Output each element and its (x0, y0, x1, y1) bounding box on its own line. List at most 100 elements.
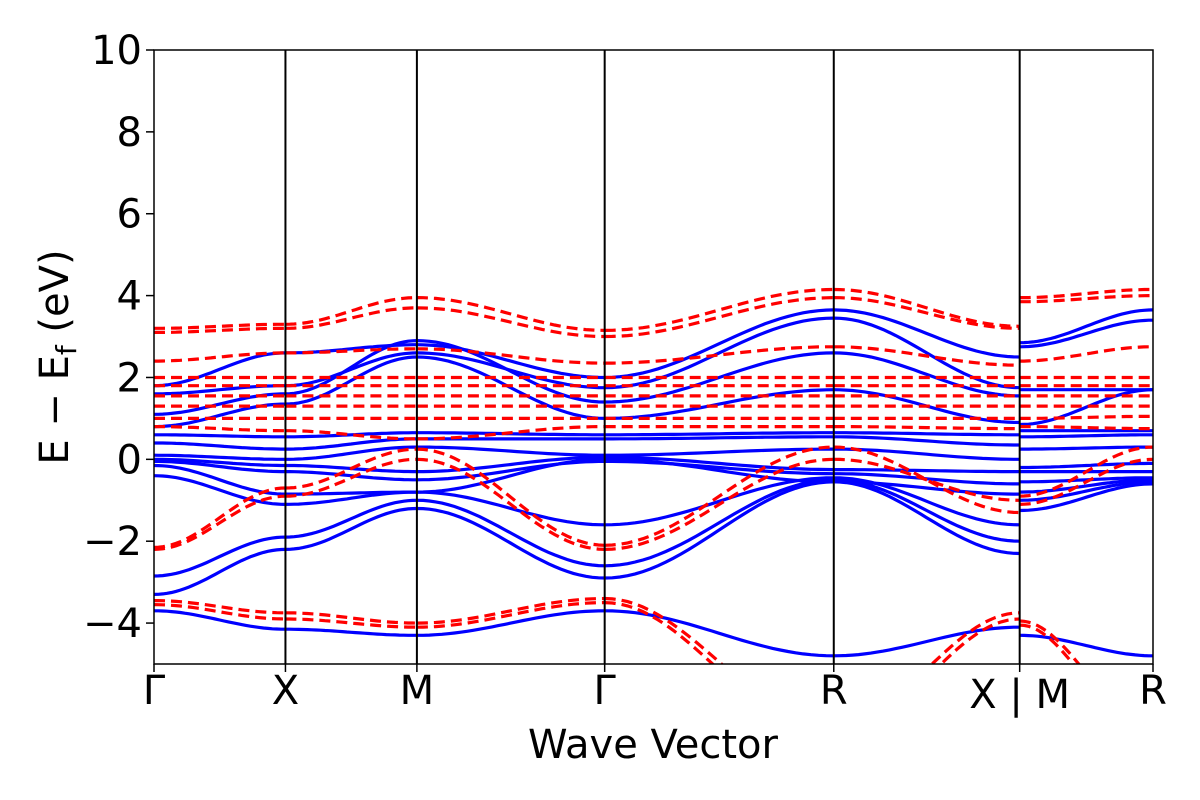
band-spin-up-10-seg3 (604, 388, 834, 420)
band-spin-up-4-seg4 (833, 480, 1020, 496)
band-spin-down-10-seg5 (1019, 345, 1153, 363)
band-spin-down-5-seg5 (1019, 414, 1153, 420)
x-tick-label-0: Γ (143, 668, 166, 714)
band-spin-down-3-seg3 (604, 445, 834, 547)
bands-layer (154, 287, 1153, 664)
band-spin-up-7-seg2 (416, 445, 605, 457)
band-spin-up-3-seg0 (154, 474, 286, 506)
band-spin-up-10-seg5 (1019, 388, 1153, 427)
band-spin-up-10-seg1 (285, 355, 417, 406)
y-tick-label-4: 4 (117, 274, 142, 320)
band-spin-up-2-seg1 (285, 498, 417, 539)
band-spin-up-6-seg2 (416, 455, 605, 474)
band-spin-up-13-seg2 (416, 343, 605, 380)
band-spin-down-1-seg2 (416, 601, 605, 629)
band-spin-up-7-seg3 (604, 447, 834, 457)
band-spin-down-3-seg0 (154, 486, 286, 549)
band-spin-up-1-seg5 (1019, 482, 1153, 513)
band-spin-up-11-seg4 (833, 351, 1020, 398)
band-spin-up-0-seg3 (604, 609, 834, 658)
band-spin-up-1-seg1 (285, 506, 417, 551)
band-spin-down-10-seg3 (604, 345, 834, 365)
band-spin-up-9-seg0 (154, 433, 286, 439)
band-spin-down-3-seg2 (416, 447, 605, 547)
band-spin-up-1-seg3 (604, 480, 834, 580)
band-spin-down-12-seg4 (833, 287, 1020, 328)
band-spin-down-12-seg0 (154, 322, 286, 330)
band-spin-down-10-seg1 (285, 347, 417, 355)
band-spin-down-4-seg5 (1019, 425, 1153, 431)
x-tick-label-4: R (820, 668, 848, 714)
plot-frame (153, 49, 1154, 665)
y-tick-label-3: 2 (117, 355, 142, 401)
band-spin-down-1-seg3 (604, 601, 715, 664)
band-spin-down-2-seg2 (416, 457, 605, 551)
band-spin-down-11-seg3 (604, 296, 834, 339)
y-tick-label-2: 0 (117, 437, 142, 483)
band-spin-up-3-seg2 (416, 490, 605, 527)
band-spin-up-2-seg5 (1019, 480, 1153, 502)
x-axis-ticks: Γ X M Γ R X | M R (143, 664, 1167, 718)
band-spin-up-1-seg4 (833, 480, 1020, 556)
band-spin-up-6-seg3 (604, 455, 834, 472)
x-tick-label-5: X | M (969, 672, 1070, 718)
band-spin-up-9-seg1 (285, 431, 417, 439)
y-tick-label-7: 10 (91, 28, 142, 74)
band-spin-up-12-seg3 (604, 316, 834, 390)
band-spin-down-1-seg1 (285, 617, 417, 629)
band-spin-up-13-seg5 (1019, 308, 1153, 345)
band-spin-down-11-seg2 (416, 306, 605, 339)
band-spin-up-9-seg3 (604, 431, 834, 437)
y-axis-ticks: −4 −2 0 2 4 6 8 10 (83, 28, 154, 647)
y-axis-label: E − Ef (eV) (32, 249, 83, 464)
y-axis-label-main: E − E (32, 355, 78, 465)
band-spin-up-2-seg0 (154, 535, 286, 578)
band-spin-up-7-seg5 (1019, 445, 1153, 451)
band-spin-down-10-seg2 (416, 347, 605, 365)
band-spin-up-0-seg0 (154, 609, 286, 631)
band-spin-up-3-seg4 (833, 476, 1020, 527)
band-spin-up-7-seg4 (833, 447, 1020, 461)
high-symmetry-lines (284, 50, 1021, 664)
band-spin-up-0-seg1 (285, 627, 417, 637)
band-spin-up-8-seg3 (604, 435, 834, 441)
band-spin-down-1-seg0 (154, 603, 286, 621)
band-spin-up-13-seg0 (154, 351, 286, 388)
band-spin-up-2-seg3 (604, 478, 834, 568)
band-spin-up-1-seg2 (416, 506, 605, 580)
band-spin-down-0-seg4 (929, 611, 1020, 664)
band-spin-up-0-seg2 (416, 609, 605, 637)
band-spin-up-13-seg4 (833, 308, 1020, 359)
band-spin-up-6-seg4 (833, 468, 1020, 474)
band-spin-up-11-seg3 (604, 351, 834, 404)
x-tick-label-1: X (272, 668, 299, 714)
band-spin-down-12-seg1 (285, 296, 417, 326)
band-spin-up-4-seg5 (1019, 476, 1153, 484)
band-spin-down-2-seg1 (285, 457, 417, 498)
band-spin-up-2-seg2 (416, 498, 605, 568)
band-spin-up-1-seg0 (154, 547, 286, 596)
band-spin-down-2-seg5 (1019, 457, 1153, 506)
band-spin-up-7-seg1 (285, 445, 417, 461)
y-tick-label-1: −2 (83, 519, 142, 565)
band-spin-up-0-seg5 (1019, 633, 1153, 658)
band-spin-down-0-seg5 (1019, 619, 1081, 664)
band-spin-down-3-seg1 (285, 447, 417, 490)
y-tick-label-0: −4 (83, 601, 142, 647)
y-axis-label-subscript: f (50, 344, 83, 355)
band-spin-down-10-seg4 (833, 345, 1020, 367)
band-spin-up-8-seg0 (154, 441, 286, 451)
band-spin-down-11-seg4 (833, 296, 1020, 330)
band-spin-up-12-seg4 (833, 316, 1020, 390)
band-spin-down-0-seg2 (416, 596, 605, 625)
y-tick-label-5: 6 (117, 192, 142, 238)
band-spin-down-11-seg0 (154, 326, 286, 334)
band-spin-down-11-seg1 (285, 306, 417, 330)
band-spin-up-5-seg2 (416, 459, 605, 482)
band-spin-down-2-seg0 (154, 494, 286, 551)
band-spin-up-8-seg4 (833, 435, 1020, 447)
band-spin-up-12-seg5 (1019, 318, 1153, 349)
band-spin-up-13-seg3 (604, 308, 834, 380)
band-spin-up-12-seg2 (416, 351, 605, 390)
